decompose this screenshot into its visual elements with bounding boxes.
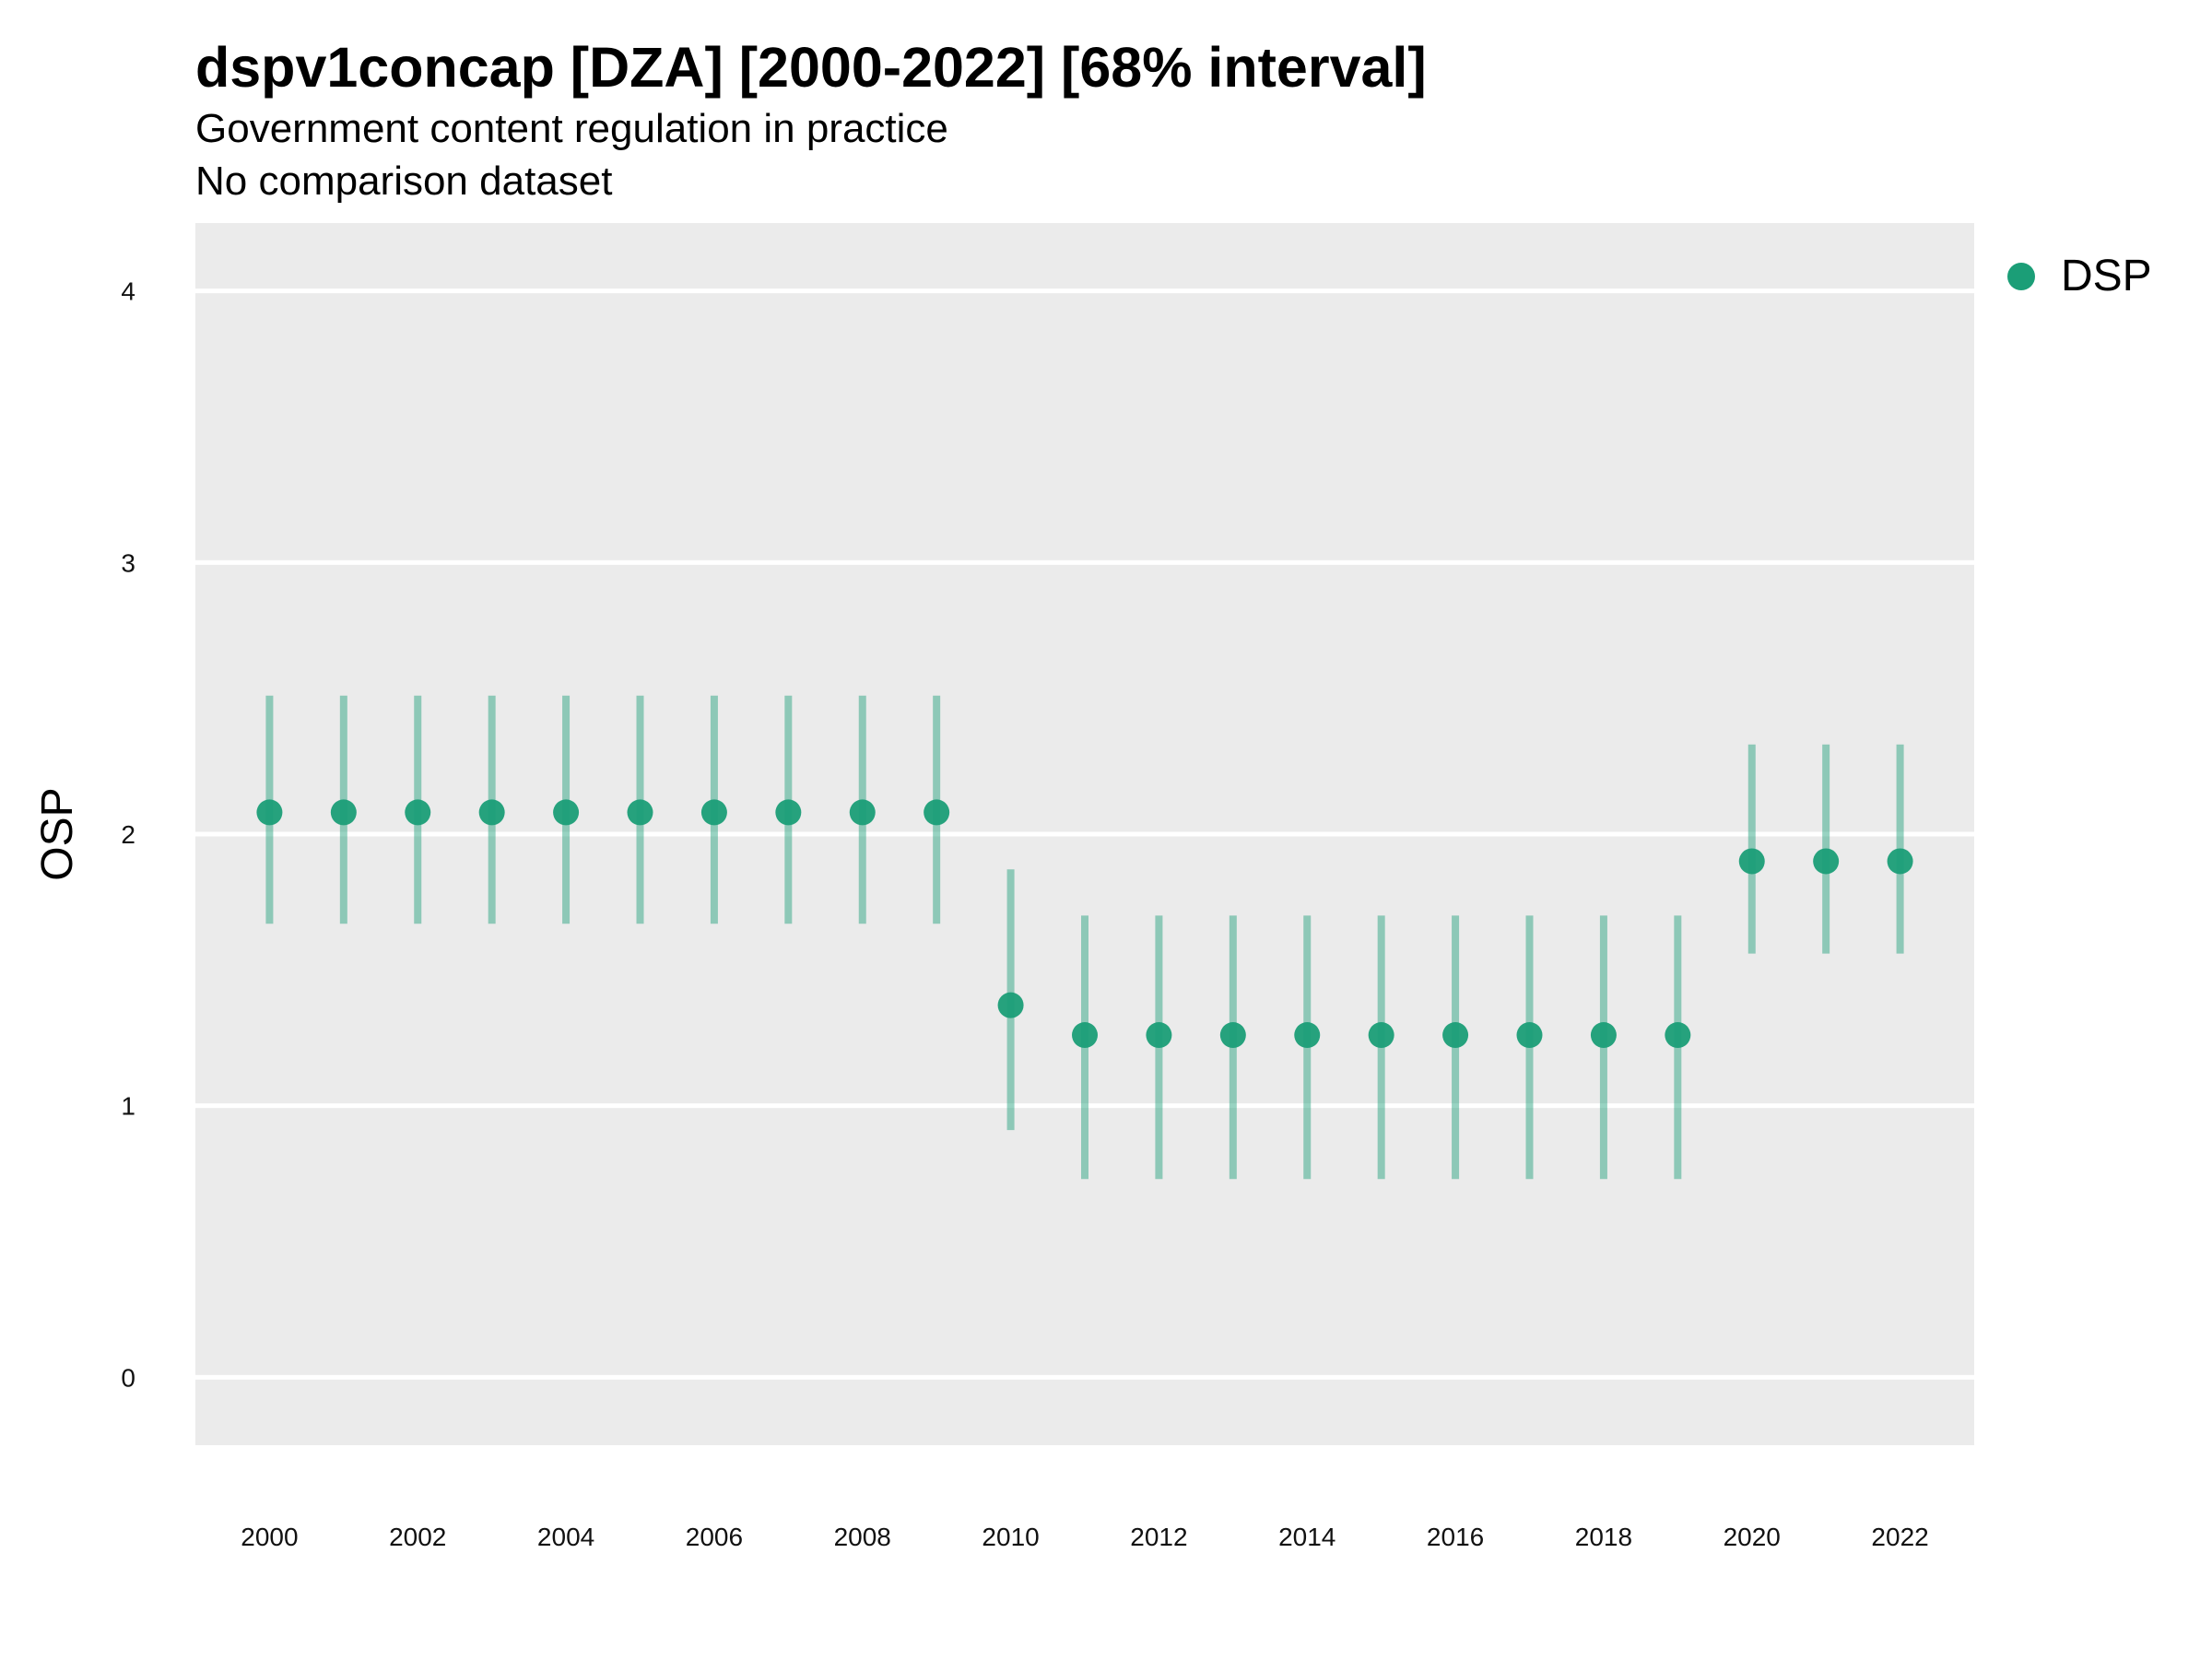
data-point (1813, 848, 1840, 875)
x-tick-label: 2014 (1278, 1523, 1335, 1551)
x-tick-label: 2018 (1575, 1523, 1632, 1551)
x-tick-label: 2012 (1130, 1523, 1187, 1551)
x-tick-label: 2020 (1724, 1523, 1781, 1551)
data-point (1368, 1022, 1394, 1049)
legend: DSP (2007, 251, 2152, 301)
data-point (478, 799, 505, 826)
legend-label-dsp: DSP (2061, 252, 2152, 300)
data-point (1219, 1022, 1246, 1049)
data-point (1665, 1022, 1691, 1049)
data-point (1738, 848, 1765, 875)
x-tick-label: 2016 (1427, 1523, 1484, 1551)
data-point (849, 799, 876, 826)
data-point (627, 799, 653, 826)
y-tick-label: 2 (121, 820, 135, 849)
y-axis-label: OSP (33, 787, 82, 880)
data-points (256, 799, 1913, 1049)
x-axis-ticks: 2000 2002 2004 2006 2008 2010 2012 2014 2016 2018… (241, 1523, 1928, 1551)
x-tick-label: 2006 (686, 1523, 743, 1551)
y-tick-label: 0 (121, 1363, 135, 1392)
data-point (1072, 1022, 1098, 1049)
data-point (1146, 1022, 1172, 1049)
x-tick-label: 2010 (982, 1523, 1039, 1551)
data-point (1590, 1022, 1617, 1049)
data-point (924, 799, 950, 826)
chart-subtitle-comparison: No comparison dataset (195, 159, 613, 204)
data-point (775, 799, 802, 826)
chart-title: dspv1concap [DZA] [2000-2022] [68% inter… (195, 36, 1427, 99)
data-point (330, 799, 357, 826)
data-point (256, 799, 283, 826)
data-point (1887, 848, 1913, 875)
data-point (997, 992, 1024, 1018)
data-point (1516, 1022, 1543, 1049)
x-tick-label: 2022 (1871, 1523, 1928, 1551)
grid-lines (195, 288, 1974, 1380)
y-tick-label: 4 (121, 277, 135, 306)
legend-dot-icon (2007, 262, 2035, 290)
x-tick-label: 2004 (537, 1523, 594, 1551)
data-point (1442, 1022, 1469, 1049)
data-point (405, 799, 431, 826)
data-point (1294, 1022, 1321, 1049)
data-point (700, 799, 727, 826)
x-tick-label: 2000 (241, 1523, 298, 1551)
data-point (553, 799, 580, 826)
chart-subtitle: Government content regulation in practic… (195, 106, 948, 151)
y-tick-label: 1 (121, 1092, 135, 1121)
x-tick-label: 2002 (389, 1523, 446, 1551)
y-tick-label: 3 (121, 548, 135, 577)
y-axis-ticks: 0 1 2 3 4 (121, 277, 135, 1393)
x-tick-label: 2008 (834, 1523, 891, 1551)
